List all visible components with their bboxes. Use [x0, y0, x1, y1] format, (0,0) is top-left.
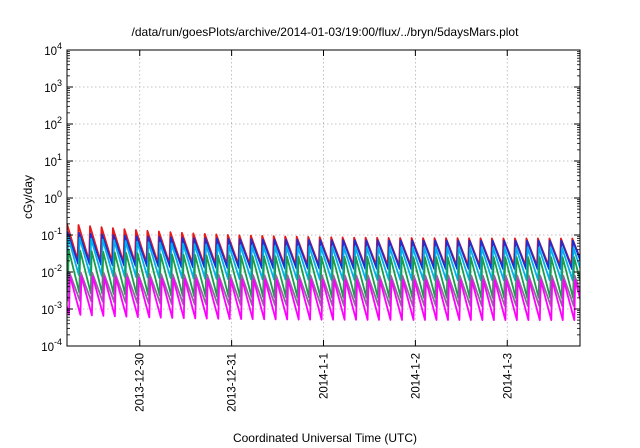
chart-title: /data/run/goesPlots/archive/2014-01-03/1… — [132, 25, 520, 39]
y-tick-exponent: -4 — [54, 337, 62, 347]
y-tick-base: 10 — [44, 194, 57, 206]
y-tick-base: 10 — [41, 342, 54, 354]
y-tick-base: 10 — [41, 231, 54, 243]
y-tick-base: 10 — [44, 157, 57, 169]
x-axis-label: Coordinated Universal Time (UTC) — [233, 431, 417, 445]
y-tick-exponent: 2 — [57, 115, 62, 125]
y-tick-exponent: 3 — [57, 78, 62, 88]
x-tick-label: 2014-1-3 — [502, 353, 514, 399]
y-tick-label: 102 — [44, 115, 62, 132]
y-tick-label: 10-3 — [41, 300, 62, 317]
y-tick-exponent: 0 — [57, 189, 62, 199]
y-tick-label: 10-1 — [41, 226, 62, 243]
y-axis-label: cGy/day — [21, 175, 35, 219]
y-tick-label: 101 — [44, 152, 62, 169]
y-tick-exponent: 1 — [57, 152, 62, 162]
y-tick-label: 100 — [44, 189, 62, 206]
x-axis: 2013-12-30 2013-12-31 2014-1-1 2014-1-2 2014… — [135, 50, 514, 412]
y-tick-base: 10 — [41, 268, 54, 280]
x-tick-label: 2014-1-2 — [410, 353, 422, 399]
y-tick-base: 10 — [44, 46, 57, 58]
y-tick-label: 10-2 — [41, 263, 62, 280]
y-tick-exponent: -2 — [54, 263, 62, 273]
grid — [67, 50, 580, 346]
y-tick-exponent: -3 — [54, 300, 62, 310]
series-group — [67, 223, 580, 321]
x-tick-label: 2013-12-31 — [227, 353, 239, 412]
y-tick-label: 104 — [44, 41, 62, 58]
y-tick-exponent: -1 — [54, 226, 62, 236]
x-tick-label: 2013-12-30 — [135, 353, 147, 412]
y-tick-base: 10 — [41, 305, 54, 317]
y-tick-exponent: 4 — [57, 41, 62, 51]
series-line-6 — [67, 274, 580, 321]
y-tick-base: 10 — [44, 83, 57, 95]
y-tick-label: 10-4 — [41, 337, 62, 354]
x-tick-label: 2014-1-1 — [319, 353, 331, 399]
y-tick-base: 10 — [44, 120, 57, 132]
y-tick-label: 103 — [44, 78, 62, 95]
series-line-4 — [67, 248, 580, 299]
